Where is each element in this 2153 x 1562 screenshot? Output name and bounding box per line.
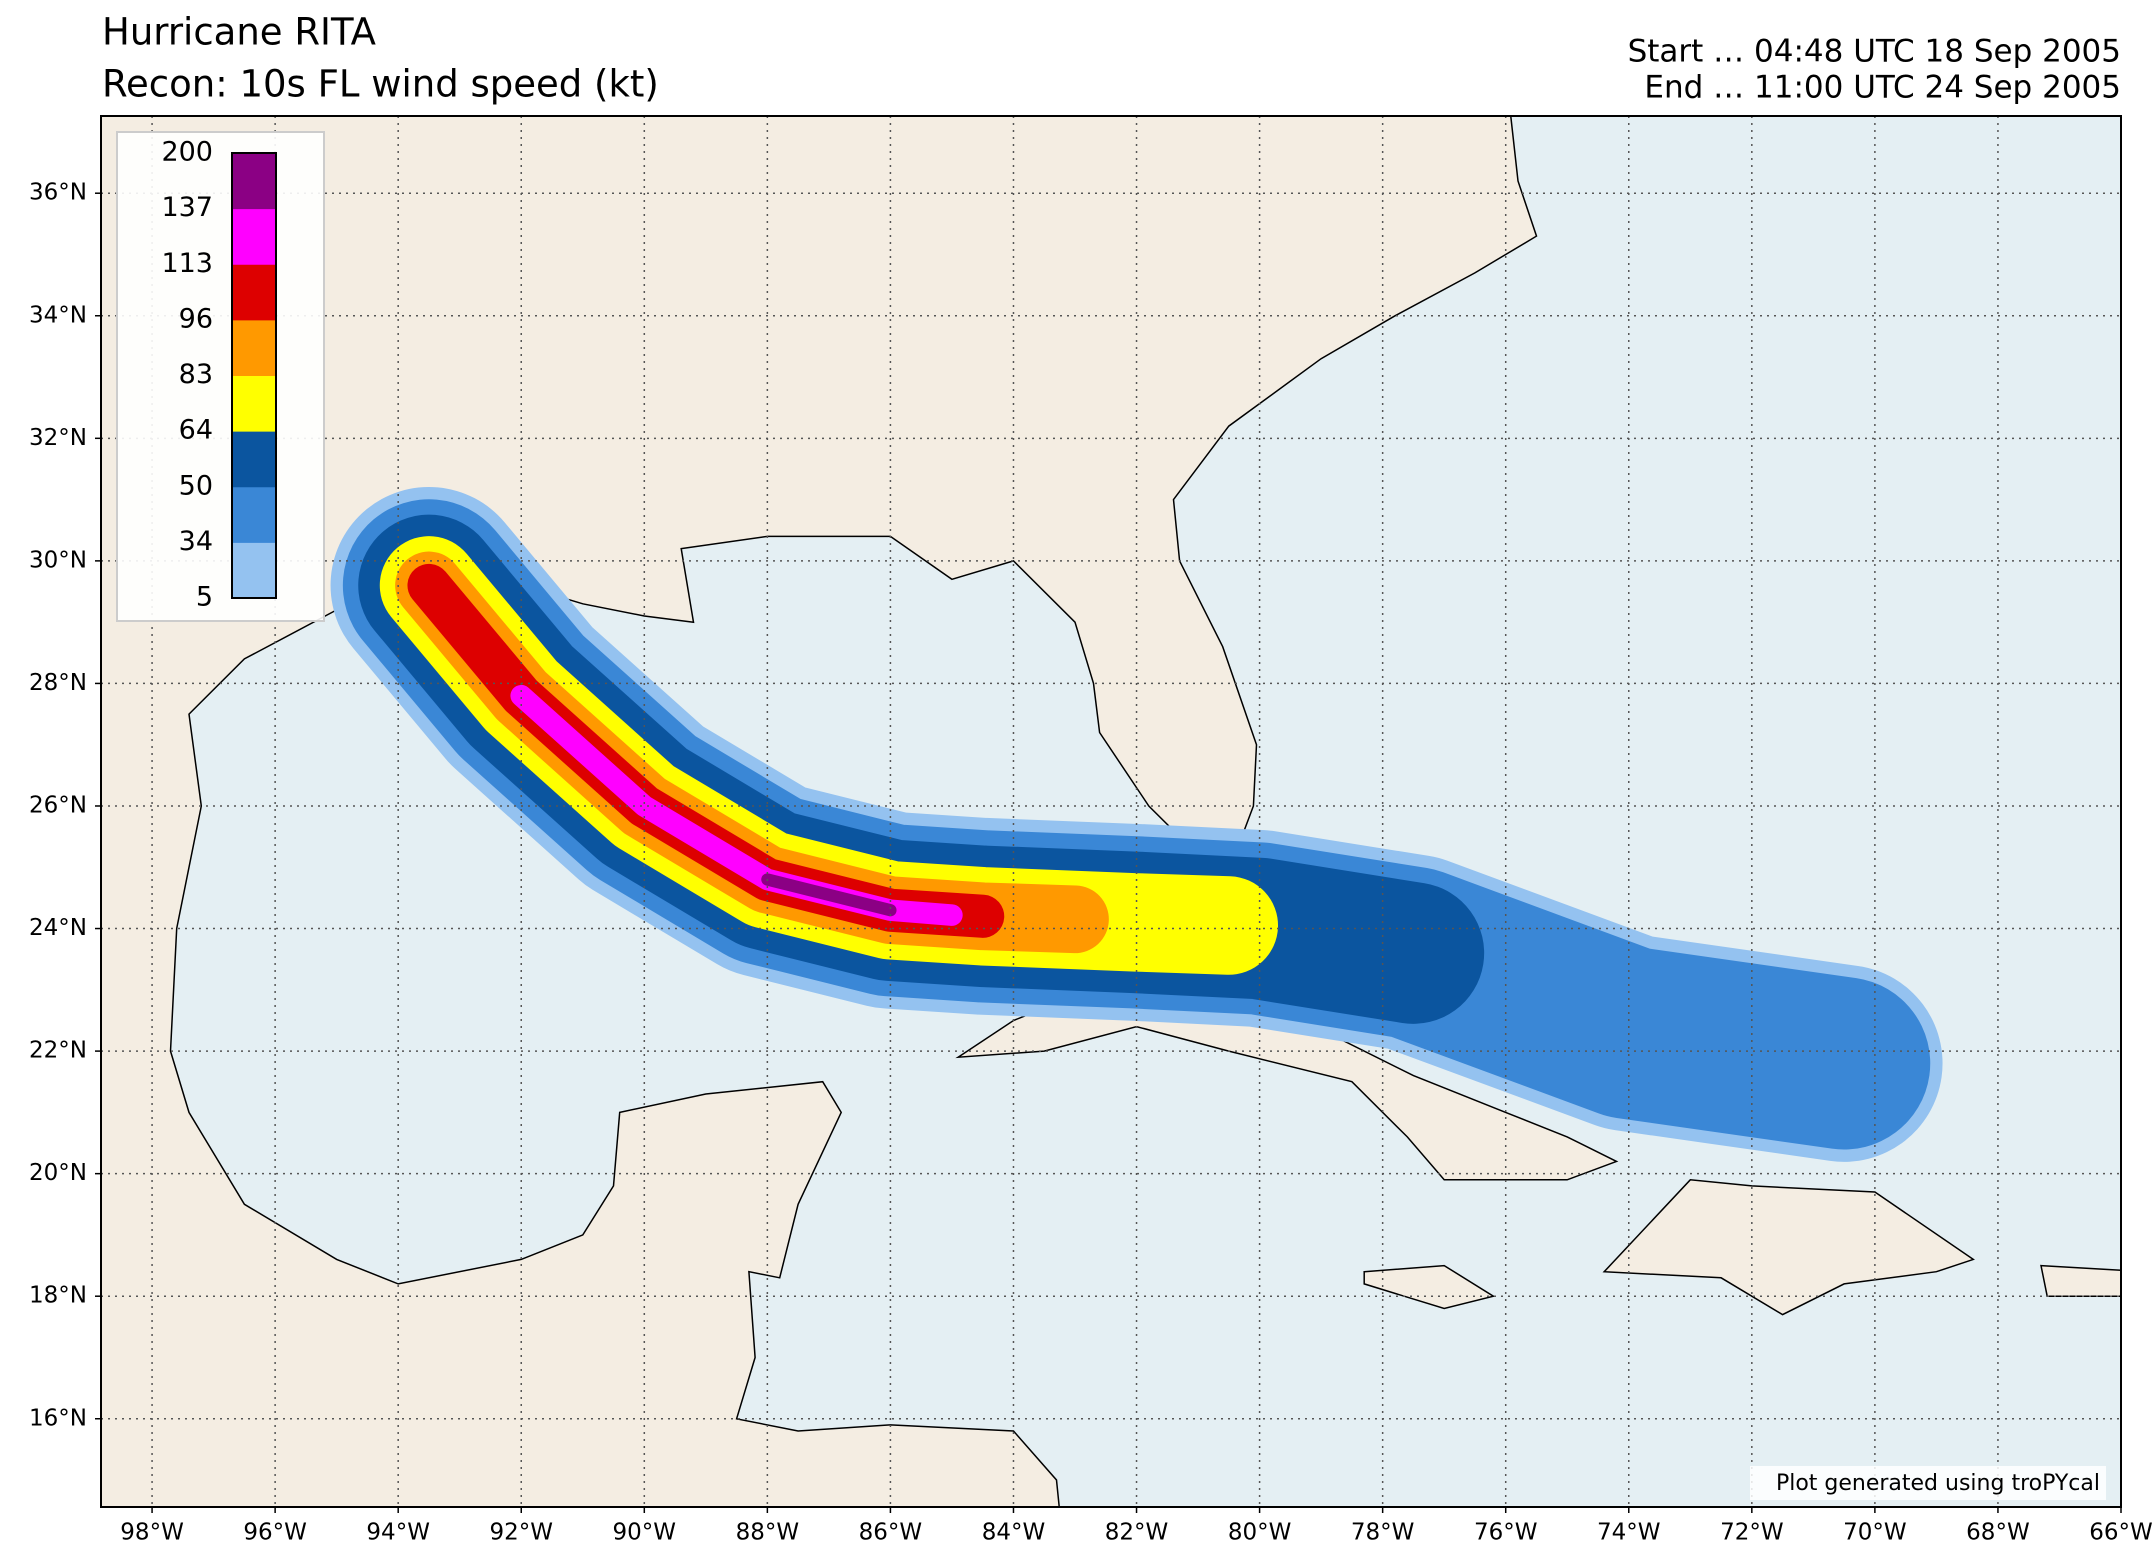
land-jamaica (1363, 1264, 1496, 1310)
lon-tick-label: 98°W (120, 1520, 184, 1546)
colorbar-segment (232, 375, 276, 432)
lat-tick-label: 18°N (29, 1283, 87, 1309)
lon-tick-label: 68°W (1966, 1520, 2030, 1546)
lat-tick-label: 24°N (29, 915, 87, 941)
lat-tick-label: 16°N (29, 1405, 87, 1431)
lon-tick-label: 86°W (859, 1520, 923, 1546)
legend-box (116, 131, 325, 622)
lat-tick-label: 20°N (29, 1160, 87, 1186)
subtitle: Recon: 10s FL wind speed (kt) (102, 63, 659, 106)
lat-tick-label: 22°N (29, 1038, 87, 1064)
end-time: End … 11:00 UTC 24 Sep 2005 (1644, 70, 2121, 106)
lat-tick-label: 28°N (29, 670, 87, 696)
colorbar-segment (232, 319, 276, 376)
lat-tick-label: 30°N (29, 547, 87, 573)
lon-tick-label: 76°W (1474, 1520, 1538, 1546)
credit-box (1750, 1466, 2106, 1500)
colorbar-label: 200 (161, 137, 213, 168)
colorbar-outline (231, 152, 277, 599)
colorbar-label: 34 (179, 526, 213, 557)
overlay: 98°W 96°W 94°W 92°W 90°W 88°W 86°W 84°W 82°W 80°W… (29, 131, 2153, 1546)
colorbar-segment (232, 208, 276, 265)
colorbar-label: 137 (161, 192, 213, 223)
wind-swath (761, 873, 897, 917)
lon-tick-label: 84°W (982, 1520, 1046, 1546)
map-area (101, 116, 2121, 1507)
lon-tick-label: 92°W (489, 1520, 553, 1546)
lat-tick-label: 32°N (29, 425, 87, 451)
colorbar-segment (232, 153, 276, 210)
colorbar-label: 64 (179, 415, 213, 446)
lon-tick-label: 78°W (1351, 1520, 1415, 1546)
start-time: Start … 04:48 UTC 18 Sep 2005 (1628, 34, 2121, 70)
lon-tick-label: 80°W (1228, 1520, 1292, 1546)
land-hispaniola (1602, 1179, 1975, 1316)
lon-tick-label: 66°W (2089, 1520, 2153, 1546)
lon-tick-label: 96°W (243, 1520, 307, 1546)
credit: Plot generated using troPYcal (1776, 1471, 2100, 1496)
colorbar-label: 96 (179, 303, 213, 334)
map-frame (100, 115, 2122, 1508)
title: Hurricane RITA (102, 11, 376, 54)
lon-tick-label: 94°W (366, 1520, 430, 1546)
colorbar-label: 113 (161, 248, 213, 279)
lon-tick-label: 72°W (1720, 1520, 1784, 1546)
colorbar-label: 5 (196, 582, 213, 613)
colorbar-segment (232, 264, 276, 321)
land-puerto-rico (2040, 1264, 2121, 1297)
lat-tick-label: 36°N (29, 180, 87, 206)
lon-tick-label: 88°W (736, 1520, 800, 1546)
colorbar-label: 50 (179, 470, 213, 501)
lat-tick-label: 26°N (29, 792, 87, 818)
colorbar-segment (232, 542, 276, 599)
lon-tick-label: 90°W (613, 1520, 677, 1546)
colorbar-segment (232, 486, 276, 543)
colorbar-segment (232, 431, 276, 488)
lon-tick-label: 70°W (1843, 1520, 1907, 1546)
colorbar-label: 83 (179, 359, 213, 390)
lat-tick-label: 34°N (29, 302, 87, 328)
lon-tick-label: 74°W (1597, 1520, 1661, 1546)
lon-tick-label: 82°W (1105, 1520, 1169, 1546)
